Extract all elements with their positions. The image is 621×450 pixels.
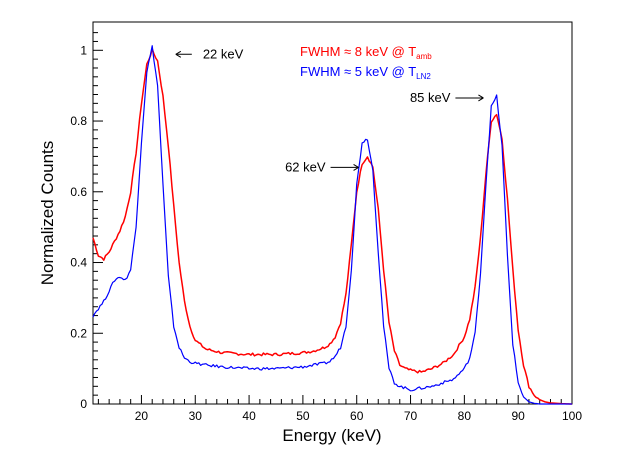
series-line — [92, 48, 573, 405]
x-tick-label: 90 — [512, 409, 526, 423]
legend-entry: FWHM ≈ 8 keV @ Tamb — [300, 44, 432, 61]
annotations: 22 keV 62 keV 85 keV — [175, 46, 484, 174]
y-tick-label: 1 — [80, 43, 87, 57]
legend-label: FWHM ≈ 5 keV @ T — [300, 64, 416, 79]
legend-subscript: amb — [416, 52, 432, 61]
legend-label: FWHM ≈ 8 keV @ T — [300, 44, 416, 59]
x-tick-label: 30 — [189, 409, 203, 423]
y-tick-label: 0.6 — [70, 185, 87, 199]
y-axis-ticks: 0 0.2 0.4 0.6 0.8 1 — [70, 32, 103, 411]
annotation-label: 85 keV — [410, 90, 451, 105]
annotation-arrowhead — [175, 50, 182, 58]
x-tick-label: 40 — [242, 409, 256, 423]
annotation-arrowhead — [353, 163, 359, 171]
annotation-label: 62 keV — [285, 159, 326, 174]
annotation-arrowhead — [478, 94, 484, 102]
y-axis-title: Normalized Counts — [38, 141, 57, 286]
x-tick-label: 20 — [135, 409, 149, 423]
legend-subscript: LN2 — [416, 72, 431, 81]
y-tick-label: 0.4 — [70, 256, 87, 270]
annotation-label: 22 keV — [203, 46, 244, 61]
x-tick-label: 70 — [404, 409, 418, 423]
series-line — [92, 45, 572, 405]
x-tick-label: 80 — [458, 409, 472, 423]
x-tick-label: 50 — [296, 409, 310, 423]
y-tick-label: 0.2 — [70, 326, 87, 340]
x-tick-label: 100 — [562, 409, 582, 423]
plot-frame — [92, 21, 573, 405]
x-tick-label: 60 — [350, 409, 364, 423]
y-tick-label: 0 — [80, 397, 87, 411]
x-axis-ticks: 20 30 40 50 60 70 80 90 100 — [97, 395, 582, 423]
x-axis-title: Energy (keV) — [282, 426, 381, 445]
y-tick-label: 0.8 — [70, 114, 87, 128]
series-group — [92, 45, 573, 405]
legend-entry: FWHM ≈ 5 keV @ TLN2 — [300, 64, 431, 81]
